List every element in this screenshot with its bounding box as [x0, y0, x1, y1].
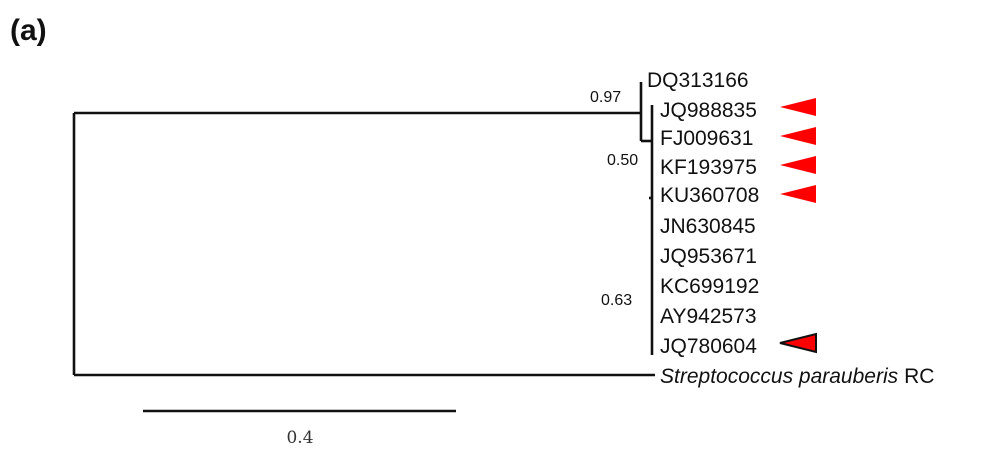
leaf-label-3: FJ009631	[660, 127, 753, 150]
panel-label: (a)	[10, 14, 47, 47]
leaf-label-4: KF193975	[660, 156, 757, 179]
outgroup-suffix: RC	[904, 365, 934, 388]
leaf-label-5: KU360708	[660, 184, 759, 207]
red-triangle-marker-icon	[780, 127, 816, 145]
red-triangle-marker-icon	[780, 156, 816, 174]
support-value-2: 0.50	[607, 152, 638, 169]
leaf-label-10: JQ780604	[660, 335, 757, 358]
red-outlined-triangle-marker-icon	[779, 332, 817, 354]
leaf-label-9: AY942573	[660, 305, 757, 328]
leaf-label-7: JQ953671	[660, 245, 757, 268]
leaf-label-1: DQ313166	[647, 69, 749, 92]
support-value-3: 0.63	[601, 292, 632, 309]
red-triangle-marker-icon	[780, 185, 816, 203]
red-triangle-marker-icon	[780, 98, 816, 116]
leaf-label-2: JQ988835	[660, 99, 757, 122]
leaf-label-8: KC699192	[660, 275, 759, 298]
support-value-1: 0.97	[590, 89, 621, 106]
scale-bar-label: 0.4	[286, 428, 313, 448]
leaf-label-6: JN630845	[660, 215, 756, 238]
outgroup-species: Streptococcus parauberis	[660, 365, 899, 388]
outgroup-label: Streptococcus parauberis RC	[660, 365, 934, 388]
